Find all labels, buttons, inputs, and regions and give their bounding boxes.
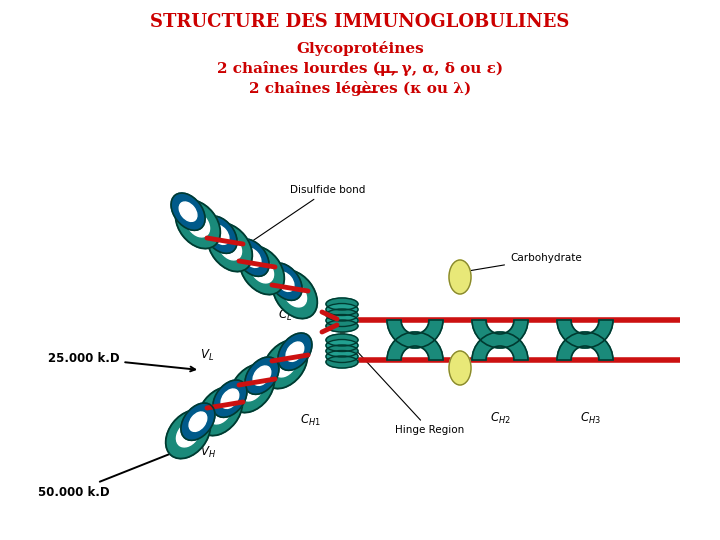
Text: STRUCTURE DES IMMUNOGLOBULINES: STRUCTURE DES IMMUNOGLOBULINES bbox=[150, 13, 570, 31]
Ellipse shape bbox=[186, 212, 210, 237]
Text: $V_H$: $V_H$ bbox=[200, 444, 216, 460]
Ellipse shape bbox=[230, 364, 274, 413]
Ellipse shape bbox=[326, 320, 358, 332]
Ellipse shape bbox=[253, 366, 271, 386]
Ellipse shape bbox=[326, 303, 358, 315]
Ellipse shape bbox=[198, 387, 243, 436]
Wedge shape bbox=[557, 320, 613, 348]
Ellipse shape bbox=[221, 389, 239, 408]
Text: 25.000 k.D: 25.000 k.D bbox=[48, 352, 195, 372]
Ellipse shape bbox=[179, 202, 197, 221]
Ellipse shape bbox=[283, 282, 307, 307]
Ellipse shape bbox=[171, 193, 205, 231]
Ellipse shape bbox=[166, 410, 210, 458]
Ellipse shape bbox=[449, 351, 471, 385]
Ellipse shape bbox=[278, 333, 312, 370]
Ellipse shape bbox=[189, 412, 207, 431]
Ellipse shape bbox=[203, 216, 237, 253]
Ellipse shape bbox=[326, 314, 358, 327]
Text: Hinge Region: Hinge Region bbox=[345, 338, 464, 435]
Text: 2 chaînes légères (κ ou λ): 2 chaînes légères (κ ou λ) bbox=[249, 80, 471, 96]
Wedge shape bbox=[472, 320, 528, 348]
Ellipse shape bbox=[326, 340, 358, 352]
Ellipse shape bbox=[176, 422, 199, 447]
Ellipse shape bbox=[245, 357, 279, 394]
Ellipse shape bbox=[326, 345, 358, 357]
Ellipse shape bbox=[240, 246, 284, 295]
Ellipse shape bbox=[276, 272, 294, 292]
Ellipse shape bbox=[218, 235, 241, 260]
Ellipse shape bbox=[273, 270, 318, 319]
Text: $C_{H3}$: $C_{H3}$ bbox=[580, 410, 600, 426]
Wedge shape bbox=[472, 332, 528, 360]
Text: Glycoprotéines: Glycoprotéines bbox=[296, 40, 424, 56]
Text: Carbohydrate: Carbohydrate bbox=[466, 253, 582, 273]
Text: $C_{H1}$: $C_{H1}$ bbox=[300, 413, 320, 428]
Ellipse shape bbox=[263, 340, 307, 389]
Text: Disulfide bond: Disulfide bond bbox=[246, 185, 365, 246]
Ellipse shape bbox=[274, 352, 297, 377]
Ellipse shape bbox=[211, 225, 229, 245]
Ellipse shape bbox=[176, 200, 220, 248]
Ellipse shape bbox=[235, 239, 269, 276]
Ellipse shape bbox=[449, 260, 471, 294]
Ellipse shape bbox=[213, 380, 247, 417]
Wedge shape bbox=[387, 332, 443, 360]
Ellipse shape bbox=[243, 248, 261, 267]
Wedge shape bbox=[557, 332, 613, 360]
Ellipse shape bbox=[326, 350, 358, 362]
Wedge shape bbox=[387, 320, 443, 348]
Text: 50.000 k.D: 50.000 k.D bbox=[38, 443, 195, 498]
Ellipse shape bbox=[181, 403, 215, 440]
Text: $C_L$: $C_L$ bbox=[278, 307, 292, 322]
Ellipse shape bbox=[326, 309, 358, 321]
Text: 2 chaînes lourdes (μ, γ, α, δ ou ε): 2 chaînes lourdes (μ, γ, α, δ ou ε) bbox=[217, 60, 503, 76]
Ellipse shape bbox=[326, 298, 358, 310]
Ellipse shape bbox=[326, 334, 358, 346]
Ellipse shape bbox=[207, 223, 252, 272]
Ellipse shape bbox=[251, 258, 274, 283]
Ellipse shape bbox=[326, 356, 358, 368]
Text: $V_L$: $V_L$ bbox=[200, 347, 214, 362]
Ellipse shape bbox=[209, 399, 232, 424]
Ellipse shape bbox=[240, 376, 264, 401]
Ellipse shape bbox=[268, 263, 302, 300]
Text: $C_{H2}$: $C_{H2}$ bbox=[490, 410, 510, 426]
Ellipse shape bbox=[286, 342, 304, 361]
